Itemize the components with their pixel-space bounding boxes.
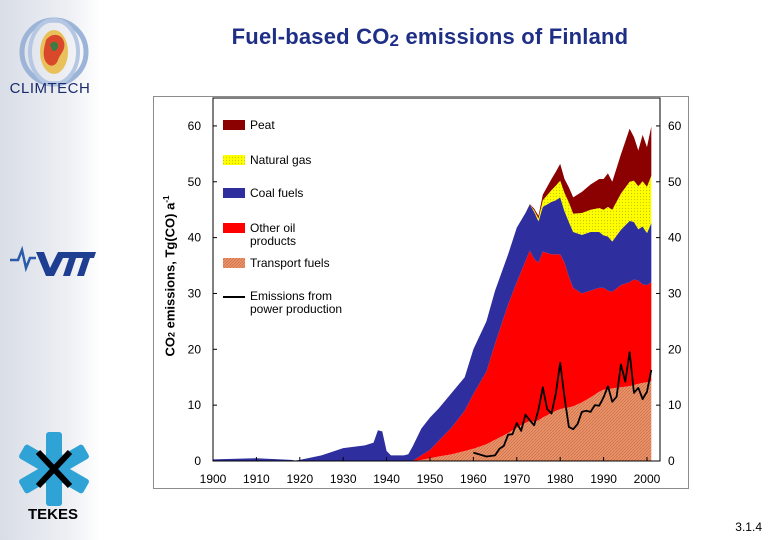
page-number: 3.1.4 bbox=[735, 520, 762, 534]
slide-title: Fuel-based CO2 emissions of Finland bbox=[231, 24, 629, 50]
climtech-logo-text: CLIMTECH bbox=[9, 80, 91, 97]
chart-frame bbox=[153, 96, 689, 489]
climtech-globe-icon bbox=[19, 17, 89, 87]
vtt-logo-icon bbox=[10, 245, 96, 276]
tekes-snowflake-icon bbox=[19, 432, 89, 506]
y-axis-label: CO2 emissions, Tg(CO) a-1 bbox=[162, 195, 178, 357]
tekes-logo-text: TEKES bbox=[27, 506, 78, 523]
